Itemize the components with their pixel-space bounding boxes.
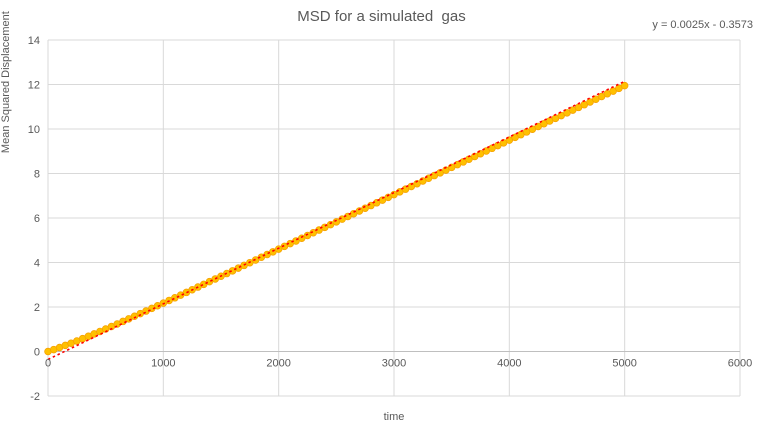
svg-text:8: 8 — [34, 169, 40, 181]
y-axis-title: Mean Squared Displacement — [0, 11, 12, 154]
x-axis-title: time — [383, 411, 405, 423]
gridlines — [47, 39, 741, 397]
svg-text:4000: 4000 — [497, 358, 521, 370]
svg-text:10: 10 — [28, 124, 40, 136]
y-tick-labels: -2 0 2 4 6 8 10 12 14 — [28, 35, 40, 403]
svg-text:6: 6 — [34, 213, 40, 225]
svg-text:0: 0 — [45, 358, 51, 370]
svg-text:1000: 1000 — [151, 358, 175, 370]
x-tick-labels: 0 1000 2000 3000 4000 5000 6000 — [45, 358, 752, 370]
svg-text:0: 0 — [34, 347, 40, 359]
svg-text:2000: 2000 — [266, 358, 290, 370]
svg-text:-2: -2 — [30, 391, 40, 403]
trendline-equation-label: y = 0.0025x - 0.3573 — [652, 19, 753, 31]
svg-text:5000: 5000 — [612, 358, 636, 370]
trendline — [47, 80, 626, 361]
svg-text:12: 12 — [28, 80, 40, 92]
svg-text:2: 2 — [34, 302, 40, 314]
svg-text:3000: 3000 — [382, 358, 406, 370]
svg-text:4: 4 — [34, 258, 40, 270]
chart-title: MSD for a simulated gas — [297, 8, 466, 25]
svg-text:6000: 6000 — [728, 358, 752, 370]
svg-text:14: 14 — [28, 35, 40, 47]
series-msd-markers — [44, 81, 629, 356]
